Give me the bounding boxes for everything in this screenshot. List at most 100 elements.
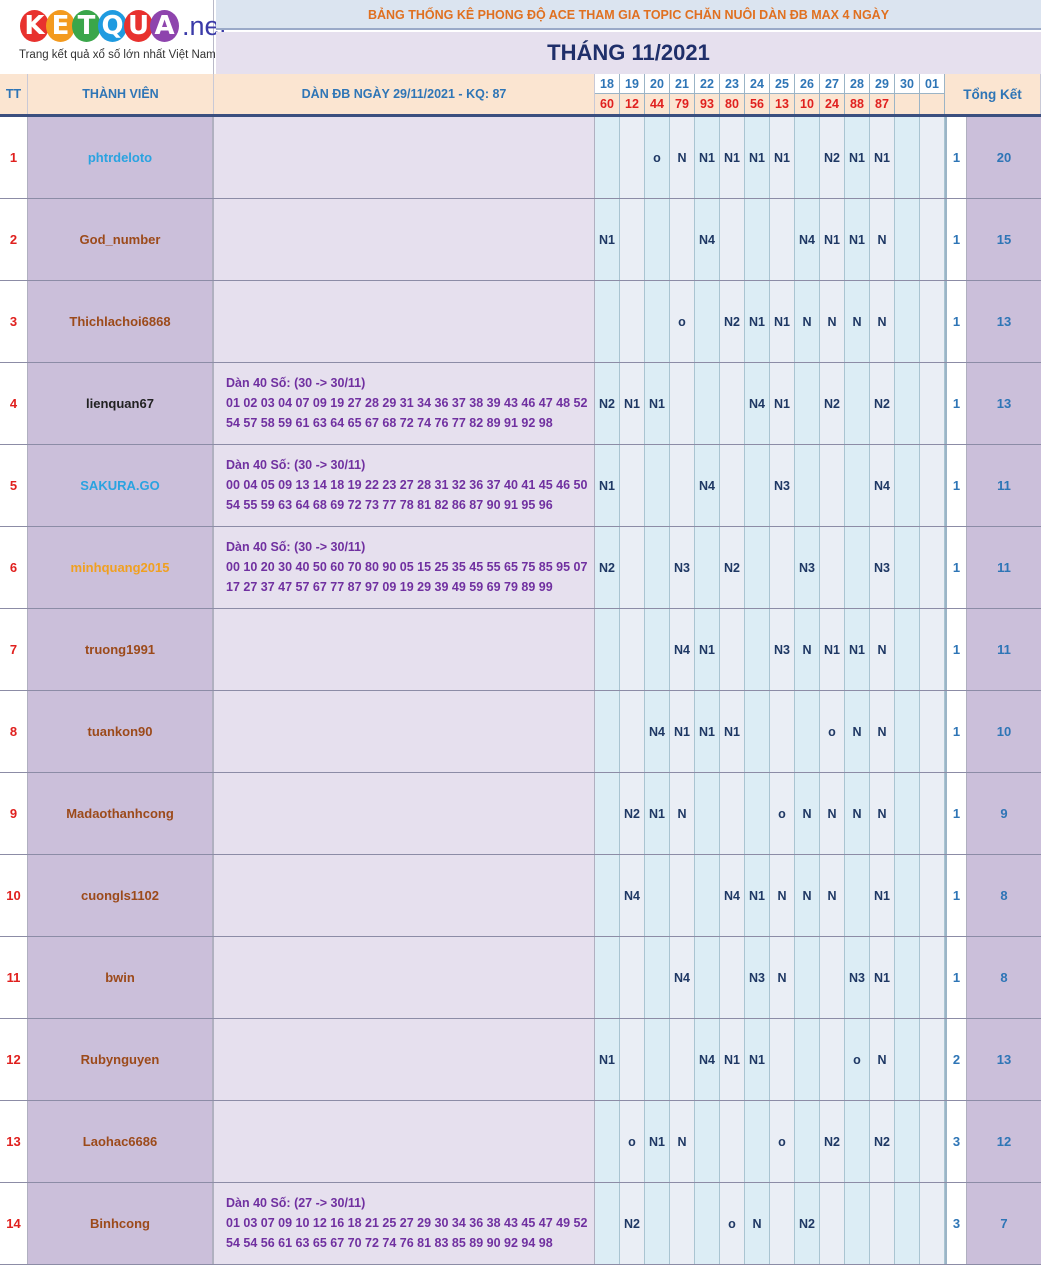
table-row: 12 Rubynguyen N1 N4 N1 N1 o N 2 13 — [0, 1019, 1041, 1101]
summary-total: 8 — [967, 937, 1041, 1018]
day-column-header: 19 12 — [620, 74, 645, 115]
day-mark — [595, 609, 620, 690]
summary-total: 13 — [967, 281, 1041, 362]
day-mark — [895, 281, 920, 362]
day-mark: N4 — [745, 363, 770, 444]
day-mark — [895, 855, 920, 936]
member-name[interactable]: Binhcong — [28, 1183, 214, 1264]
summary-count: 1 — [945, 199, 967, 280]
day-mark: N1 — [845, 117, 870, 198]
day-mark: N2 — [820, 117, 845, 198]
day-result — [895, 94, 919, 115]
day-mark: N — [795, 855, 820, 936]
day-mark: N3 — [770, 445, 795, 526]
day-mark — [770, 691, 795, 772]
day-mark: N — [820, 281, 845, 362]
day-mark — [595, 855, 620, 936]
day-mark — [870, 1183, 895, 1264]
day-mark: N3 — [670, 527, 695, 608]
day-mark: o — [620, 1101, 645, 1182]
day-mark: N2 — [820, 1101, 845, 1182]
dan-line: 54 57 58 59 61 63 64 65 67 68 72 74 76 7… — [226, 416, 553, 430]
day-mark — [670, 199, 695, 280]
day-mark: N1 — [845, 199, 870, 280]
day-mark: N4 — [695, 445, 720, 526]
summary-total: 10 — [967, 691, 1041, 772]
day-mark — [820, 937, 845, 1018]
day-mark: N1 — [645, 773, 670, 854]
day-mark — [620, 609, 645, 690]
day-mark: N2 — [870, 1101, 895, 1182]
day-mark — [795, 937, 820, 1018]
day-mark — [920, 199, 945, 280]
member-name[interactable]: bwin — [28, 937, 214, 1018]
member-name[interactable]: Madaothanhcong — [28, 773, 214, 854]
dan-line: 01 02 03 04 07 09 19 27 28 29 31 34 36 3… — [226, 396, 588, 410]
dan-line: Dàn 40 Số: (30 -> 30/11) — [226, 376, 366, 390]
member-name[interactable]: Rubynguyen — [28, 1019, 214, 1100]
member-name[interactable]: truong1991 — [28, 609, 214, 690]
day-mark: N1 — [870, 855, 895, 936]
day-number: 29 — [870, 74, 894, 94]
header-tt: TT — [0, 74, 28, 115]
day-mark — [695, 1183, 720, 1264]
day-mark — [895, 527, 920, 608]
day-mark: N2 — [720, 527, 745, 608]
table-row: 10 cuongls1102 N4 N4 N1 N N N N1 1 8 — [0, 855, 1041, 937]
day-mark — [595, 691, 620, 772]
summary-count: 1 — [945, 773, 967, 854]
summary-count: 1 — [945, 363, 967, 444]
day-column-header: 21 79 — [670, 74, 695, 115]
row-number: 8 — [0, 691, 28, 772]
dan-cell — [214, 117, 595, 198]
summary-total: 13 — [967, 363, 1041, 444]
day-mark: N1 — [695, 609, 720, 690]
member-name[interactable]: lienquan67 — [28, 363, 214, 444]
summary-total: 11 — [967, 609, 1041, 690]
dan-line: Dàn 40 Số: (30 -> 30/11) — [226, 458, 366, 472]
member-name[interactable]: SAKURA.GO — [28, 445, 214, 526]
table-row: 11 bwin N4 N3 N N3 N1 1 8 — [0, 937, 1041, 1019]
day-mark — [745, 609, 770, 690]
day-mark: N — [845, 773, 870, 854]
day-mark — [670, 445, 695, 526]
member-name[interactable]: tuankon90 — [28, 691, 214, 772]
member-name[interactable]: minhquang2015 — [28, 527, 214, 608]
dan-line: 54 55 59 63 64 68 69 72 73 77 78 81 82 8… — [226, 498, 553, 512]
table-row: 8 tuankon90 N4 N1 N1 N1 o N N 1 10 — [0, 691, 1041, 773]
day-mark — [620, 117, 645, 198]
day-mark — [920, 773, 945, 854]
member-name[interactable]: Laohac6686 — [28, 1101, 214, 1182]
day-mark — [820, 527, 845, 608]
day-mark — [745, 773, 770, 854]
dan-line: 00 04 05 09 13 14 18 19 22 23 27 28 31 3… — [226, 478, 588, 492]
day-result: 79 — [670, 94, 694, 115]
day-mark — [920, 1101, 945, 1182]
day-mark — [645, 527, 670, 608]
day-mark: N — [770, 937, 795, 1018]
member-name[interactable]: God_number — [28, 199, 214, 280]
day-mark — [595, 1101, 620, 1182]
day-mark: N1 — [870, 937, 895, 1018]
day-mark — [895, 199, 920, 280]
member-name[interactable]: cuongls1102 — [28, 855, 214, 936]
day-mark: N — [745, 1183, 770, 1264]
member-name[interactable]: phtrdeloto — [28, 117, 214, 198]
day-mark: N4 — [620, 855, 645, 936]
day-mark — [695, 855, 720, 936]
day-mark — [645, 609, 670, 690]
day-mark — [845, 445, 870, 526]
day-mark: N — [845, 281, 870, 362]
day-mark — [895, 1183, 920, 1264]
row-number: 5 — [0, 445, 28, 526]
member-name[interactable]: Thichlachoi6868 — [28, 281, 214, 362]
dan-cell — [214, 855, 595, 936]
summary-count: 1 — [945, 527, 967, 608]
day-mark — [845, 1101, 870, 1182]
ketqua-logo[interactable]: K E T Q U A .net Trang kết quả xổ số lớn nhất … — [0, 0, 227, 74]
row-number: 14 — [0, 1183, 28, 1264]
day-mark: N2 — [795, 1183, 820, 1264]
day-mark: N1 — [720, 117, 745, 198]
summary-count: 1 — [945, 445, 967, 526]
day-mark — [670, 1183, 695, 1264]
